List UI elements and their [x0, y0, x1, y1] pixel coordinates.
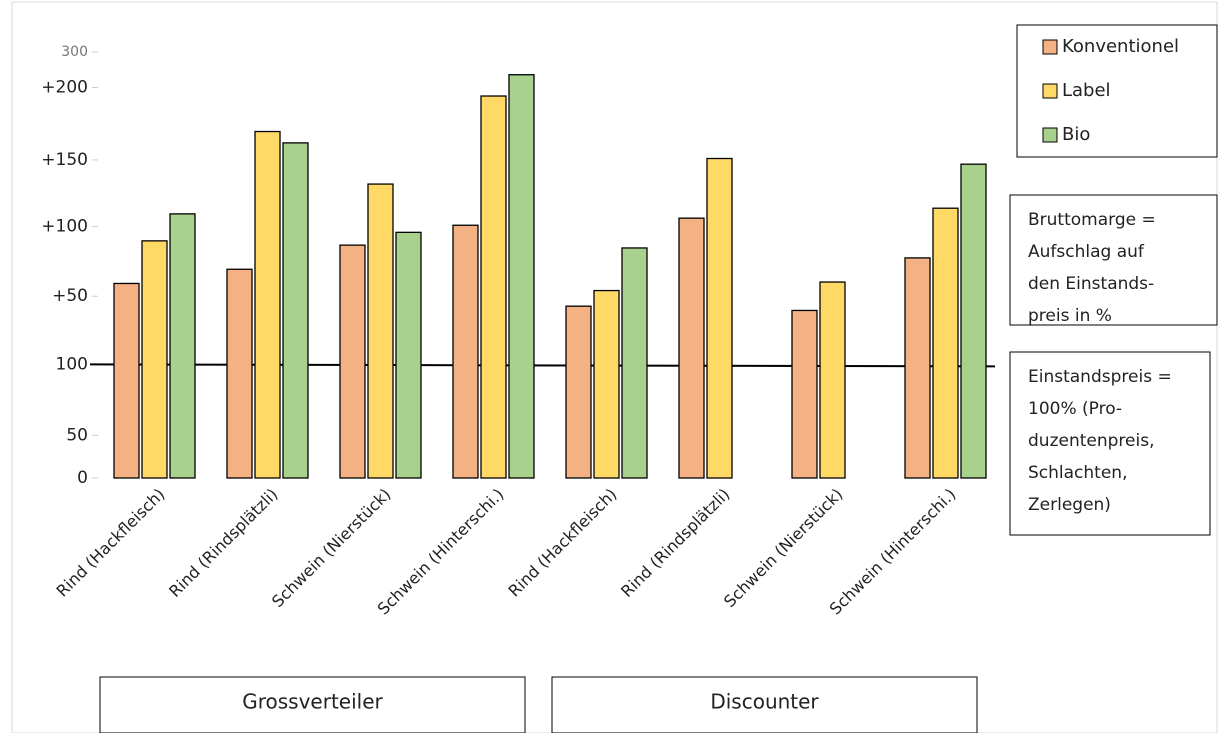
- bar: [593, 289, 620, 479]
- bar: [565, 305, 592, 479]
- legend-label: Konventionel: [1062, 36, 1179, 57]
- bar: [395, 231, 422, 479]
- bar: [791, 309, 818, 479]
- annotation-text: Einstandspreis =: [1028, 367, 1172, 387]
- group-box: [551, 676, 978, 734]
- legend-label: Bio: [1062, 124, 1090, 145]
- bar: [960, 163, 987, 479]
- x-tick-label: Rind (Rindsplätzli): [617, 485, 733, 601]
- bar: [282, 142, 309, 479]
- bar: [706, 157, 733, 479]
- bar: [480, 95, 507, 479]
- legend-swatch: [1042, 39, 1058, 55]
- y-tick-label: +150: [41, 150, 88, 170]
- y-tick-label: 100: [56, 354, 88, 374]
- x-tick-label: Rind (Hackfleisch): [505, 485, 621, 601]
- group-label: Grossverteiler: [242, 690, 383, 714]
- bar: [452, 224, 479, 479]
- bar: [819, 281, 846, 479]
- bar: [141, 240, 168, 479]
- bar: [904, 257, 931, 479]
- annotation-text: Schlachten,: [1028, 463, 1127, 483]
- annotation-text: Bruttomarge =: [1028, 210, 1156, 230]
- bar: [678, 217, 705, 479]
- annotation-box: [1009, 194, 1218, 326]
- bar: [254, 130, 281, 479]
- annotation-text: 100% (Pro-: [1028, 399, 1122, 419]
- y-tick-label: +100: [41, 217, 88, 237]
- bar: [508, 74, 535, 479]
- group-label: Discounter: [710, 690, 819, 714]
- bar: [113, 282, 140, 479]
- bar: [621, 247, 648, 479]
- reference-line: [89, 363, 996, 368]
- bar: [367, 183, 394, 479]
- legend-swatch: [1042, 127, 1058, 143]
- y-tick-label: 50: [66, 425, 88, 445]
- bar: [169, 213, 196, 479]
- y-tick-label: 0: [77, 468, 88, 488]
- annotation-box: [1009, 351, 1211, 536]
- annotation-text: duzentenpreis,: [1028, 431, 1154, 451]
- x-tick-label: Schwein (Nierstück): [720, 485, 846, 611]
- annotation-text: den Einstands-: [1028, 274, 1154, 294]
- legend-swatch: [1042, 83, 1058, 99]
- x-tick-label: Rind (Hackfleisch): [53, 485, 169, 601]
- y-tick-label: 300: [61, 44, 88, 60]
- y-tick-label: +50: [52, 286, 88, 306]
- y-tick-label: +200: [41, 78, 88, 98]
- x-tick-label: Rind (Rindsplätzli): [165, 485, 281, 601]
- bar: [226, 268, 253, 479]
- x-tick-label: Schwein (Hinterschi.): [826, 485, 960, 619]
- x-tick-label: Schwein (Nierstück): [268, 485, 394, 611]
- annotation-text: Aufschlag auf: [1028, 242, 1145, 262]
- bar: [932, 207, 959, 479]
- bar: [339, 244, 366, 479]
- annotation-text: preis in %: [1028, 306, 1112, 326]
- legend-label: Label: [1062, 80, 1111, 101]
- group-box: [99, 676, 526, 734]
- x-tick-label: Schwein (Hinterschi.): [374, 485, 508, 619]
- annotation-text: Zerlegen): [1028, 495, 1111, 515]
